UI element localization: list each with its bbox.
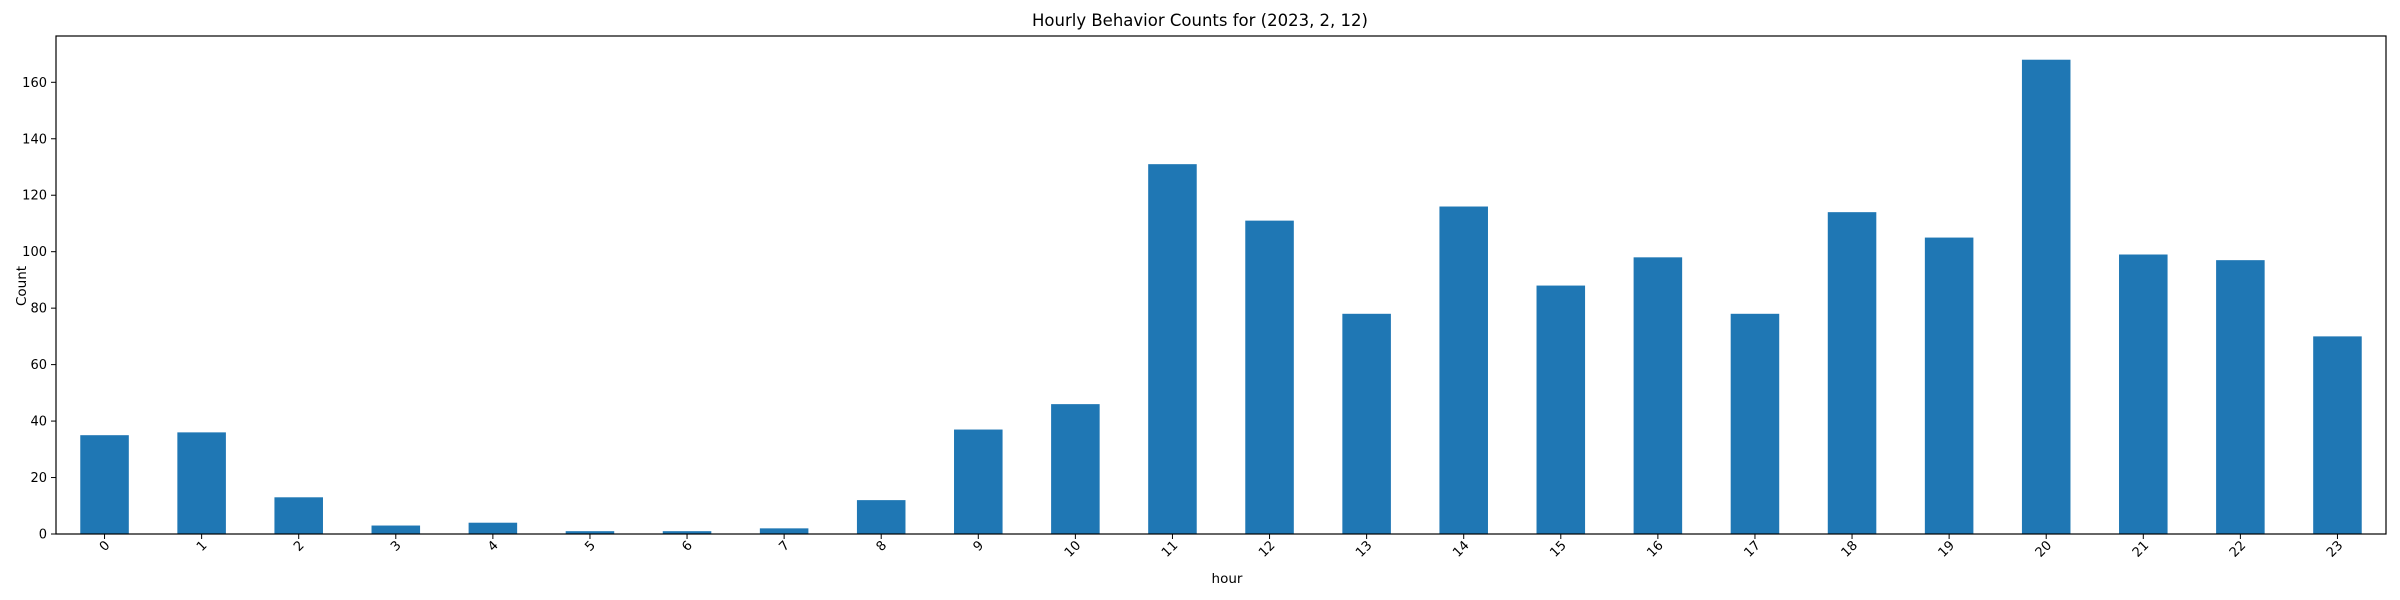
x-tick-label: 13: [1353, 538, 1375, 560]
y-tick-label: 140: [22, 132, 47, 147]
bar-hour-5: [565, 531, 615, 534]
bar-hour-22: [2216, 260, 2265, 534]
y-tick-label: 60: [30, 358, 47, 373]
bar-series: [80, 59, 2362, 535]
x-tick-label: 10: [1062, 538, 1084, 560]
bar-hour-21: [2119, 254, 2168, 535]
y-tick-label: 0: [39, 528, 47, 543]
x-tick-label: 23: [2324, 538, 2346, 560]
x-tick-label: 3: [388, 538, 404, 554]
bar-hour-19: [1924, 237, 1974, 535]
x-tick-label: 1: [194, 538, 210, 554]
y-tick-label: 20: [30, 471, 47, 486]
x-tick-label: 8: [874, 538, 890, 554]
bar-hour-9: [954, 429, 1003, 534]
bar-hour-18: [1827, 212, 1877, 534]
x-tick-label: 21: [2130, 538, 2152, 560]
x-tick-label: 22: [2227, 538, 2249, 560]
bar-hour-23: [2313, 336, 2362, 534]
x-tick-label: 4: [485, 538, 501, 554]
bar-hour-11: [1148, 164, 1197, 534]
y-tick-label: 160: [22, 76, 47, 91]
y-axis-label: Count: [14, 266, 30, 306]
x-tick-label: 7: [776, 538, 792, 554]
x-tick-label: 14: [1450, 538, 1472, 560]
bar-hour-14: [1439, 206, 1488, 534]
x-tick-label: 17: [1741, 538, 1763, 560]
bar-hour-13: [1342, 313, 1391, 534]
x-tick-label: 6: [679, 538, 695, 554]
y-tick-label: 80: [30, 302, 47, 317]
x-tick-label: 0: [97, 538, 113, 554]
x-tick-label: 12: [1256, 538, 1278, 560]
bar-hour-0: [80, 435, 129, 534]
bar-hour-3: [371, 525, 421, 534]
x-tick-label: 5: [582, 538, 598, 554]
x-tick-label: 15: [1547, 538, 1569, 560]
y-axis: 0 20 40 60 80 100 120 140 160: [22, 76, 56, 543]
bar-hour-2: [274, 497, 323, 534]
bar-hour-12: [1245, 220, 1294, 534]
bar-hour-10: [1051, 404, 1100, 534]
x-tick-label: 16: [1644, 538, 1666, 560]
chart-title: Hourly Behavior Counts for (2023, 2, 12): [1032, 11, 1368, 30]
x-tick-label: 2: [291, 538, 307, 554]
x-tick-label: 9: [971, 538, 987, 554]
x-tick-label: 19: [1936, 538, 1958, 560]
plot-frame: [55, 35, 2387, 535]
x-axis: 0 1 2 3 4 5 6 7 8 9 10 11 12 13 14 15 16 17 18 19 20 21 22 23: [97, 534, 2346, 561]
y-tick-label: 120: [22, 189, 47, 204]
bar-hour-7: [759, 528, 809, 534]
y-tick-label: 40: [30, 415, 47, 430]
bar-hour-15: [1536, 285, 1586, 534]
bar-hour-6: [662, 531, 712, 534]
bar-hour-8: [856, 500, 906, 534]
bar-hour-4: [468, 522, 518, 534]
y-tick-label: 100: [22, 245, 47, 260]
bar-hour-1: [177, 432, 226, 534]
x-tick-label: 18: [1839, 538, 1861, 560]
bar-hour-17: [1730, 313, 1780, 534]
bar-hour-20: [2021, 59, 2071, 534]
x-tick-label: 20: [2033, 538, 2055, 560]
x-tick-label: 11: [1159, 538, 1181, 560]
bar-hour-16: [1633, 257, 1683, 534]
x-axis-label: hour: [1212, 571, 1243, 587]
